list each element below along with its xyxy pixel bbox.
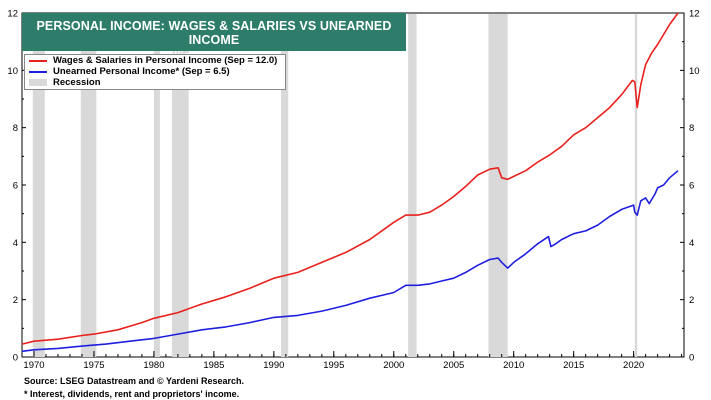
y-tick-label-right: 2	[689, 295, 694, 306]
series-line-1	[21, 170, 679, 353]
recession-band-3	[171, 14, 189, 357]
y-tick-label-left: 4	[13, 238, 18, 249]
y-tick-label-right: 0	[689, 353, 694, 364]
recession-bands	[32, 14, 638, 357]
chart-title: PERSONAL INCOME: WAGES & SALARIES VS UNE…	[36, 19, 392, 47]
source-note: Source: LSEG Datastream and © Yardeni Re…	[24, 376, 245, 386]
legend-item-unearned: Unearned Personal Income* (Sep = 6.5)	[29, 66, 285, 77]
x-tick-label: 2015	[563, 360, 584, 371]
y-tick-label-right: 10	[689, 66, 700, 77]
x-tick-label: 2010	[503, 360, 524, 371]
series-lines	[21, 12, 679, 353]
recession-band-2	[153, 14, 160, 357]
x-tick-label: 1970	[23, 360, 44, 371]
y-tick-label-left: 10	[7, 66, 18, 77]
axis-ticks: 0 0 2 2 4 4 6 6 8 8 10 10 12 12 1970 1975 1980 1985 1990 19…	[7, 9, 699, 372]
legend-item-recession: Recession	[29, 77, 285, 88]
x-tick-label: 1980	[143, 360, 164, 371]
y-tick-label-left: 0	[13, 353, 18, 364]
x-tick-label: 1990	[263, 360, 284, 371]
y-tick-label-right: 8	[689, 123, 694, 134]
x-tick-label: 2005	[443, 360, 464, 371]
y-tick-label-right: 4	[689, 238, 694, 249]
y-tick-label-right: 6	[689, 181, 694, 192]
recession-band-7	[634, 14, 638, 357]
series-line-0	[21, 12, 679, 345]
y-tick-label-left: 8	[13, 123, 18, 134]
legend-label-wages: Wages & Salaries in Personal Income (Sep…	[53, 55, 278, 66]
recession-band-1	[80, 14, 97, 357]
footnote: * Interest, dividends, rent and propriet…	[24, 389, 240, 399]
legend-item-wages: Wages & Salaries in Personal Income (Sep…	[29, 55, 285, 66]
legend: Wages & Salaries in Personal Income (Sep…	[24, 54, 286, 90]
legend-swatch-unearned	[29, 71, 47, 73]
legend-label-unearned: Unearned Personal Income* (Sep = 6.5)	[53, 66, 230, 77]
recession-band-4	[281, 14, 289, 357]
x-tick-label: 1995	[323, 360, 344, 371]
y-tick-label-left: 2	[13, 295, 18, 306]
y-tick-label-left: 6	[13, 181, 18, 192]
chart-title-box: PERSONAL INCOME: WAGES & SALARIES VS UNE…	[22, 13, 406, 62]
x-tick-label: 1985	[203, 360, 224, 371]
x-tick-label: 2020	[623, 360, 644, 371]
legend-swatch-recession	[29, 79, 47, 86]
y-tick-label-left: 12	[7, 9, 18, 20]
x-tick-label: 1975	[83, 360, 104, 371]
recession-band-0	[32, 14, 45, 357]
recession-band-5	[408, 14, 417, 357]
legend-swatch-wages	[29, 60, 47, 62]
y-tick-label-right: 12	[689, 9, 700, 20]
recession-band-6	[488, 14, 508, 357]
legend-label-recession: Recession	[53, 77, 101, 88]
x-tick-label: 2000	[383, 360, 404, 371]
